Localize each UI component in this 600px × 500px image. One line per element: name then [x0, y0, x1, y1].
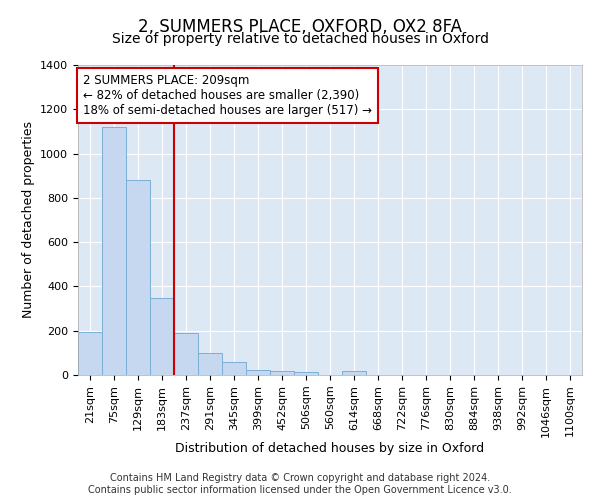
Text: 2 SUMMERS PLACE: 209sqm
← 82% of detached houses are smaller (2,390)
18% of semi: 2 SUMMERS PLACE: 209sqm ← 82% of detache…	[83, 74, 372, 118]
Text: Contains HM Land Registry data © Crown copyright and database right 2024.
Contai: Contains HM Land Registry data © Crown c…	[88, 474, 512, 495]
Bar	[78, 332, 102, 375]
Bar	[150, 298, 174, 375]
Bar	[102, 127, 126, 375]
Bar	[222, 362, 246, 375]
Bar	[174, 333, 198, 375]
Text: Size of property relative to detached houses in Oxford: Size of property relative to detached ho…	[112, 32, 488, 46]
Bar	[198, 353, 222, 375]
Bar	[342, 371, 366, 375]
Bar	[126, 180, 150, 375]
Text: 2, SUMMERS PLACE, OXFORD, OX2 8FA: 2, SUMMERS PLACE, OXFORD, OX2 8FA	[138, 18, 462, 36]
X-axis label: Distribution of detached houses by size in Oxford: Distribution of detached houses by size …	[175, 442, 485, 455]
Bar	[270, 371, 294, 375]
Y-axis label: Number of detached properties: Number of detached properties	[22, 122, 35, 318]
Bar	[246, 370, 270, 375]
Bar	[294, 372, 318, 375]
